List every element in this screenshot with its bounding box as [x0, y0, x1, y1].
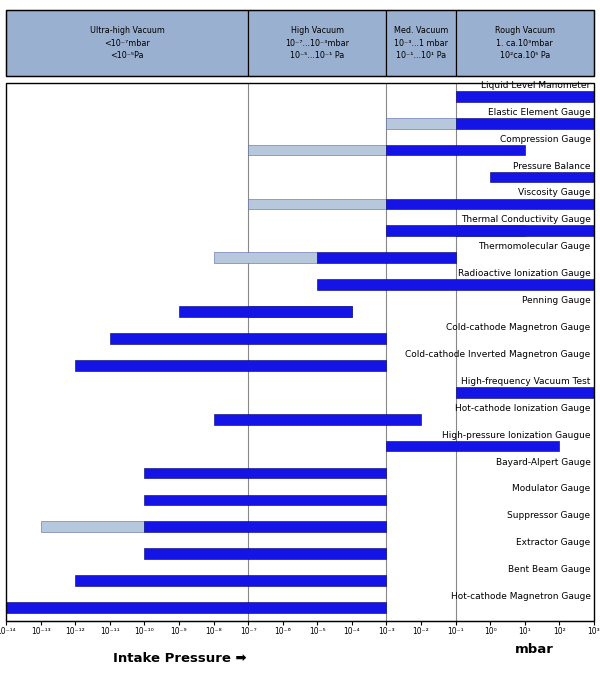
Bar — [455, 226, 525, 236]
Bar — [214, 414, 421, 424]
Bar — [248, 306, 352, 317]
Bar — [248, 199, 386, 209]
Text: Hot-cathode Ionization Gauge: Hot-cathode Ionization Gauge — [455, 404, 590, 413]
Bar — [386, 441, 559, 451]
Bar — [145, 549, 386, 559]
Text: Pressure Balance: Pressure Balance — [513, 161, 590, 170]
Bar — [145, 468, 386, 478]
Text: Suppressor Gauge: Suppressor Gauge — [508, 511, 590, 520]
Text: High-frequency Vacuum Test: High-frequency Vacuum Test — [461, 377, 590, 386]
Text: Med. Vacuum
10⁻³...1 mbar
10⁻¹...10¹ Pa: Med. Vacuum 10⁻³...1 mbar 10⁻¹...10¹ Pa — [394, 26, 448, 60]
Bar — [490, 172, 594, 182]
Bar — [145, 522, 386, 532]
Text: Radioactive Ionization Gauge: Radioactive Ionization Gauge — [458, 269, 590, 278]
Text: Thermal Conductivity Gauge: Thermal Conductivity Gauge — [461, 215, 590, 224]
Text: Penning Gauge: Penning Gauge — [522, 296, 590, 305]
Text: mbar: mbar — [515, 644, 553, 656]
Bar — [179, 306, 352, 317]
Text: Hot-cathode Magnetron Gauge: Hot-cathode Magnetron Gauge — [451, 592, 590, 601]
Text: Bent Beam Gauge: Bent Beam Gauge — [508, 565, 590, 574]
Text: Compression Gauge: Compression Gauge — [500, 135, 590, 144]
Bar — [6, 602, 386, 613]
Bar — [386, 10, 455, 76]
Bar — [6, 10, 248, 76]
Text: Elastic Element Gauge: Elastic Element Gauge — [488, 108, 590, 117]
Bar — [248, 145, 386, 155]
Text: Liquid Level Manometer: Liquid Level Manometer — [481, 81, 590, 90]
Text: Cold-cathode Inverted Magnetron Gauge: Cold-cathode Inverted Magnetron Gauge — [405, 350, 590, 359]
Text: Modulator Gauge: Modulator Gauge — [512, 484, 590, 493]
Bar — [75, 360, 386, 371]
Text: High Vacuum
10⁻⁷...10⁻³mbar
10⁻⁵...10⁻¹ Pa: High Vacuum 10⁻⁷...10⁻³mbar 10⁻⁵...10⁻¹ … — [285, 26, 349, 60]
Bar — [214, 253, 317, 263]
Bar — [455, 10, 594, 76]
Text: Viscosity Gauge: Viscosity Gauge — [518, 188, 590, 197]
Bar — [317, 253, 455, 263]
Bar — [41, 522, 145, 532]
Text: Bayard-Alpert Gauge: Bayard-Alpert Gauge — [496, 457, 590, 466]
Bar — [455, 91, 594, 101]
Bar — [386, 226, 594, 236]
Bar — [386, 118, 455, 128]
Bar — [317, 279, 594, 290]
Bar — [75, 575, 386, 586]
Bar — [248, 10, 386, 76]
Text: Thermomolecular Gauge: Thermomolecular Gauge — [478, 242, 590, 251]
Text: Intake Pressure ➡: Intake Pressure ➡ — [113, 653, 247, 665]
Bar — [145, 495, 386, 505]
Bar — [455, 387, 594, 397]
Text: High-pressure Ionization Gaugue: High-pressure Ionization Gaugue — [442, 431, 590, 440]
Text: Rough Vacuum
1. ca.10³mbar
10²ca.10⁵ Pa: Rough Vacuum 1. ca.10³mbar 10²ca.10⁵ Pa — [495, 26, 555, 60]
Text: Extractor Gauge: Extractor Gauge — [516, 538, 590, 547]
Text: Cold-cathode Magnetron Gauge: Cold-cathode Magnetron Gauge — [446, 323, 590, 332]
Bar — [455, 118, 594, 128]
Text: Ultra-high Vacuum
<10⁻⁷mbar
<10⁻⁵Pa: Ultra-high Vacuum <10⁻⁷mbar <10⁻⁵Pa — [89, 26, 164, 60]
Bar — [386, 199, 594, 209]
Bar — [110, 333, 386, 344]
Bar — [386, 145, 525, 155]
